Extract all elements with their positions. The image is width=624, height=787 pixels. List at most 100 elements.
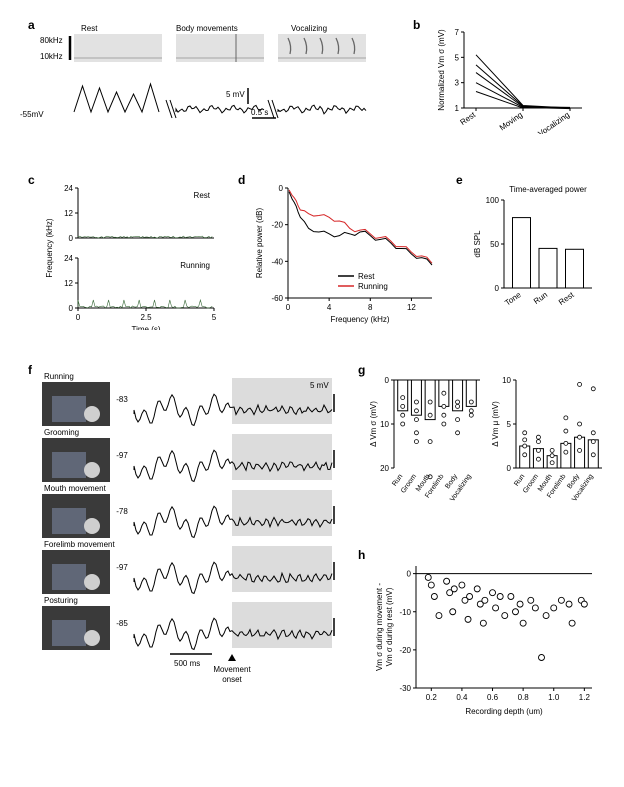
svg-text:Moving: Moving	[498, 110, 524, 132]
svg-text:-97: -97	[116, 451, 128, 460]
panel-d: -60 -40 -20 0 0 4 8 12 RestRunning Frequency (kHz…	[250, 180, 440, 330]
svg-text:20: 20	[380, 464, 389, 473]
scale-s: 0.5 s	[251, 108, 268, 117]
panel-letter-d: d	[238, 173, 245, 187]
panel-letter-h: h	[358, 548, 365, 562]
svg-text:50: 50	[490, 240, 499, 249]
svg-text:1: 1	[455, 104, 460, 113]
svg-text:1.2: 1.2	[579, 693, 591, 702]
svg-text:-60: -60	[271, 294, 283, 303]
svg-text:Mouth movement: Mouth movement	[44, 484, 107, 493]
svg-text:7: 7	[455, 28, 460, 37]
svg-text:12: 12	[407, 303, 416, 312]
svg-text:Run: Run	[391, 473, 404, 488]
svg-text:5: 5	[455, 53, 460, 62]
svg-text:Running: Running	[180, 261, 210, 270]
svg-text:Time (s): Time (s)	[131, 325, 160, 330]
svg-text:Rest: Rest	[459, 110, 478, 127]
panel-g: 01020RunGroomMouthForelimbBodyVocalizing…	[368, 370, 604, 530]
svg-text:0.2: 0.2	[426, 693, 438, 702]
panel-letter-e: e	[456, 173, 463, 187]
panel-d-chart: -60 -40 -20 0 0 4 8 12 RestRunning Frequency (kHz…	[250, 180, 440, 330]
panel-letter-f: f	[28, 363, 32, 377]
panel-letter-g: g	[358, 363, 365, 377]
panel-g-chart: 01020RunGroomMouthForelimbBodyVocalizing…	[368, 370, 604, 530]
svg-text:5: 5	[212, 313, 217, 322]
svg-text:0: 0	[407, 570, 412, 579]
svg-text:Frequency (kHz): Frequency (kHz)	[45, 218, 54, 277]
svg-text:Rest: Rest	[358, 272, 375, 281]
svg-text:24: 24	[64, 254, 73, 263]
svg-text:Δ Vm μ (mV): Δ Vm μ (mV)	[491, 401, 500, 447]
svg-text:-10: -10	[399, 608, 411, 617]
svg-text:Posturing: Posturing	[44, 596, 78, 605]
svg-text:0: 0	[76, 313, 81, 322]
svg-text:Movement: Movement	[213, 665, 251, 674]
svg-text:Recording depth (um): Recording depth (um)	[465, 707, 543, 716]
svg-text:Tone: Tone	[503, 290, 523, 308]
panel-a: Rest Body movements Vocalizing 80kHz 10k…	[46, 28, 376, 133]
svg-text:8: 8	[368, 303, 373, 312]
svg-text:Rest: Rest	[194, 191, 211, 200]
panel-letter-c: c	[28, 173, 35, 187]
scale-mv: 5 mV	[226, 90, 245, 99]
svg-text:Normalized Vm σ (mV): Normalized Vm σ (mV)	[437, 29, 446, 111]
svg-text:1.0: 1.0	[548, 693, 560, 702]
svg-text:Vm σ during movement -: Vm σ during movement -	[375, 583, 384, 671]
panel-letter-b: b	[413, 18, 420, 32]
svg-text:12: 12	[64, 209, 73, 218]
svg-text:4: 4	[327, 303, 332, 312]
panel-b-chart: 1 3 5 7 Rest Moving Vocalizing Normalized Vm σ …	[432, 26, 592, 134]
svg-text:5: 5	[507, 420, 512, 429]
svg-text:0.6: 0.6	[487, 693, 499, 702]
svg-text:-20: -20	[399, 646, 411, 655]
svg-text:0.4: 0.4	[456, 693, 468, 702]
svg-text:Rest: Rest	[557, 290, 576, 307]
svg-text:0: 0	[69, 234, 74, 243]
svg-text:Forelimb movement: Forelimb movement	[44, 540, 115, 549]
svg-text:0: 0	[286, 303, 291, 312]
panel-h: -30-20-1000.20.40.60.81.01.2Recording de…	[370, 558, 600, 728]
svg-text:dB SPL: dB SPL	[473, 230, 482, 258]
svg-text:0: 0	[385, 376, 390, 385]
svg-text:-40: -40	[271, 257, 283, 266]
svg-text:10: 10	[380, 420, 389, 429]
svg-text:Run: Run	[513, 473, 526, 488]
svg-text:-83: -83	[116, 395, 128, 404]
panel-a-svg	[46, 28, 376, 133]
svg-text:0.8: 0.8	[518, 693, 530, 702]
svg-text:Grooming: Grooming	[44, 428, 79, 437]
svg-text:24: 24	[64, 184, 73, 193]
svg-text:Δ Vm σ (mV): Δ Vm σ (mV)	[369, 401, 378, 447]
svg-text:Frequency (kHz): Frequency (kHz)	[330, 315, 389, 324]
svg-text:Running: Running	[44, 372, 74, 381]
svg-text:10: 10	[502, 376, 511, 385]
svg-text:Run: Run	[532, 290, 549, 306]
svg-text:0: 0	[495, 284, 500, 293]
svg-text:0: 0	[279, 184, 284, 193]
svg-text:Running: Running	[358, 282, 388, 291]
svg-text:Vocalizing: Vocalizing	[536, 110, 571, 134]
svg-text:0: 0	[507, 464, 512, 473]
panel-b: 1 3 5 7 Rest Moving Vocalizing Normalized Vm σ …	[432, 26, 592, 134]
cond-body: Body movements	[176, 24, 238, 33]
figure: a Rest Body movements Vocalizing 80kHz 1…	[18, 18, 606, 769]
svg-text:0: 0	[69, 304, 74, 313]
cond-voc: Vocalizing	[291, 24, 327, 33]
panel-f-chart: Running -83 5 mV Grooming -97 Mouth movement -…	[42, 370, 342, 700]
panel-e-chart: 050100ToneRunRestTime-averaged powerdB S…	[470, 180, 600, 330]
panel-letter-a: a	[28, 18, 35, 32]
svg-text:5 mV: 5 mV	[310, 381, 329, 390]
cond-rest: Rest	[81, 24, 97, 33]
svg-text:-20: -20	[271, 221, 283, 230]
svg-text:Vm σ during rest (mV): Vm σ during rest (mV)	[385, 587, 394, 666]
svg-text:-78: -78	[116, 507, 128, 516]
panel-c-chart: 01224Rest01224Running02.55Time (s)Freque…	[42, 180, 222, 330]
khz-10: 10kHz	[40, 52, 63, 61]
svg-text:12: 12	[64, 279, 73, 288]
panel-h-chart: -30-20-1000.20.40.60.81.01.2Recording de…	[370, 558, 600, 728]
svg-text:onset: onset	[222, 675, 242, 684]
svg-text:Relative power (dB): Relative power (dB)	[255, 208, 264, 279]
svg-text:3: 3	[455, 79, 460, 88]
khz-80: 80kHz	[40, 36, 63, 45]
